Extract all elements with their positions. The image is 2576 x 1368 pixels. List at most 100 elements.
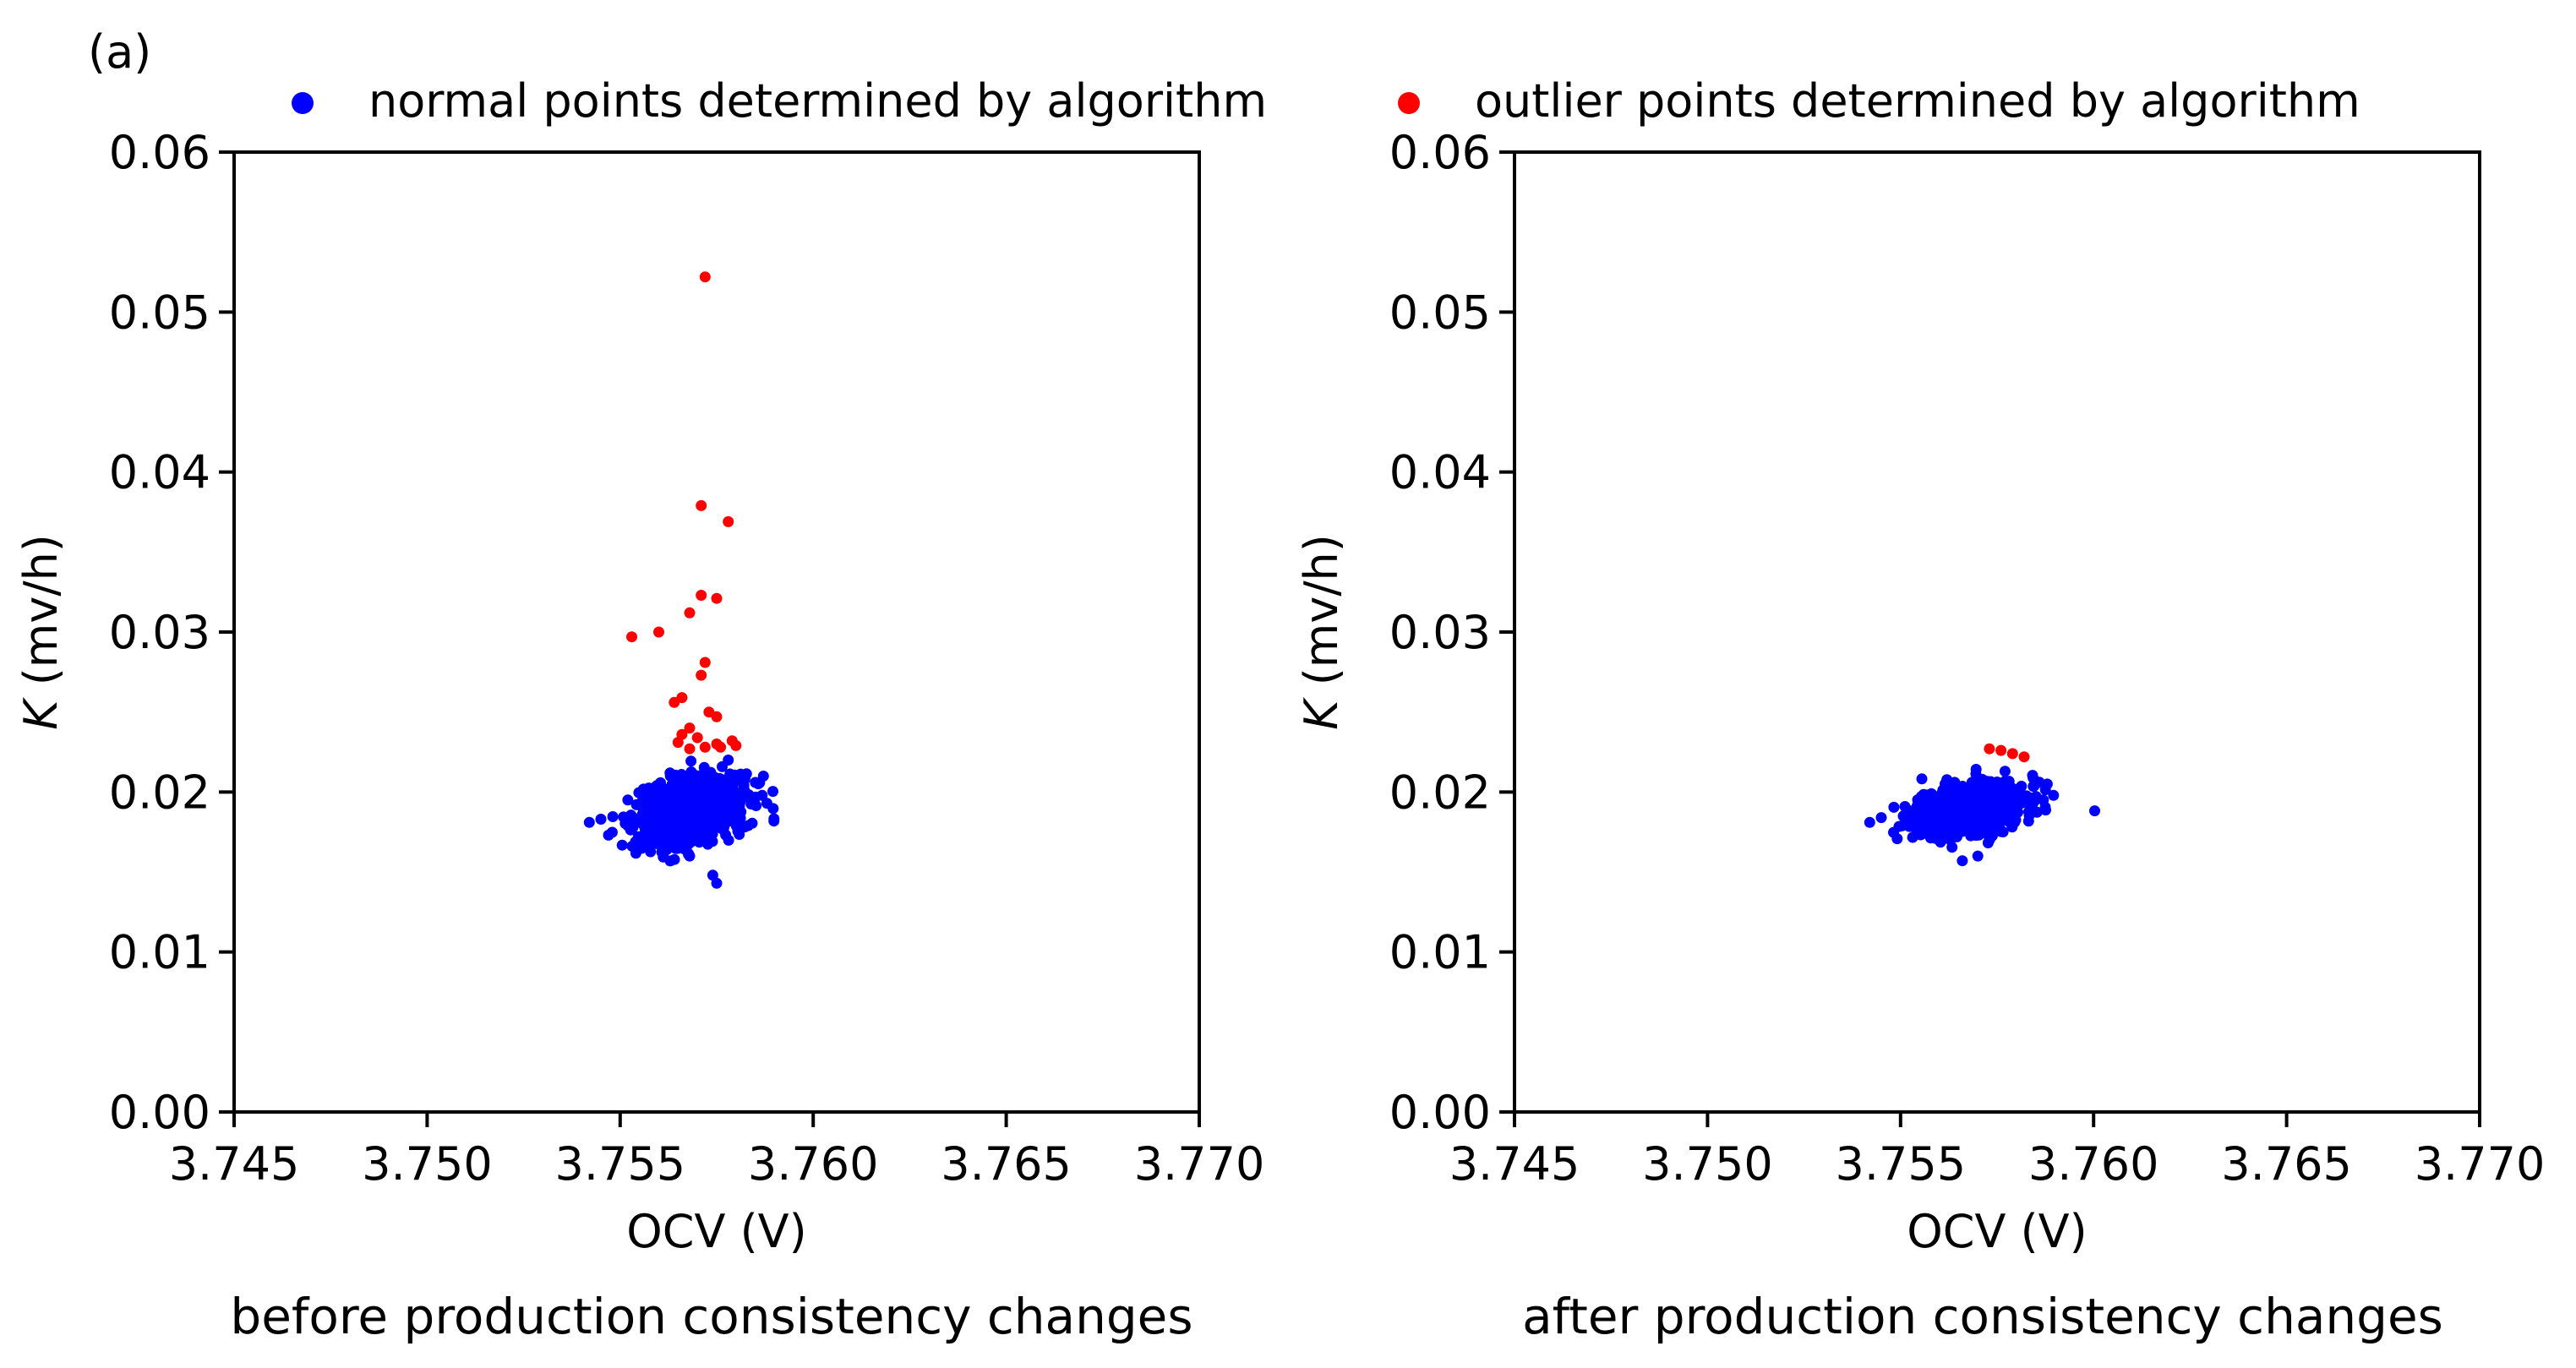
- normal-point: [1971, 815, 1983, 826]
- outlier-point: [1984, 743, 1995, 755]
- normal-point: [684, 850, 696, 862]
- normal-point: [1913, 795, 1924, 807]
- normal-point: [2022, 815, 2034, 827]
- normal-point: [655, 797, 667, 808]
- x-tick-label: 3.750: [1642, 1137, 1773, 1191]
- normal-point: [1982, 837, 1994, 848]
- normal-point: [768, 813, 780, 825]
- normal-point: [1957, 855, 1968, 867]
- normal-point: [743, 789, 755, 800]
- normal-point: [1988, 798, 2000, 809]
- normal-point: [632, 816, 644, 827]
- normal-point: [685, 766, 697, 777]
- normal-point: [1972, 850, 1984, 862]
- normal-point: [622, 794, 634, 806]
- x-tick-label: 3.770: [2415, 1137, 2546, 1191]
- normal-point: [2048, 789, 2060, 801]
- normal-point: [616, 839, 628, 851]
- normal-point: [1864, 816, 1875, 828]
- normal-point: [745, 798, 757, 809]
- normal-point: [669, 842, 681, 854]
- outlier-point: [696, 590, 707, 601]
- normal-point: [767, 786, 778, 798]
- legend-normal-label: normal points determined by algorithm: [368, 74, 1267, 128]
- caption-after: after production consistency changes: [1522, 1288, 2443, 1345]
- outlier-point: [2018, 751, 2030, 763]
- outlier-point: [1995, 744, 2007, 756]
- y-tick-label: 0.01: [109, 926, 210, 979]
- normal-point: [1970, 764, 1982, 775]
- normal-point: [583, 816, 595, 828]
- normal-point: [633, 787, 645, 798]
- normal-point: [750, 777, 761, 788]
- outlier-point: [723, 515, 734, 527]
- outlier-point: [696, 669, 707, 681]
- normal-point: [721, 798, 733, 809]
- normal-point: [734, 807, 746, 819]
- normal-point: [663, 787, 675, 798]
- normal-point: [1980, 807, 1992, 819]
- scatter-points-after: [1864, 743, 2100, 867]
- x-tick-label: 3.760: [748, 1137, 879, 1191]
- x-tick-label: 3.770: [1134, 1137, 1265, 1191]
- normal-point: [661, 844, 673, 856]
- outlier-point: [672, 737, 684, 749]
- normal-point: [2089, 805, 2100, 817]
- outlier-point: [684, 722, 696, 734]
- normal-point: [1935, 802, 1946, 814]
- normal-point: [688, 805, 700, 817]
- normal-point: [606, 826, 618, 838]
- legend-normal-marker: [292, 92, 314, 114]
- normal-point: [664, 799, 676, 811]
- y-tick-label: 0.03: [109, 606, 210, 659]
- normal-point: [673, 797, 685, 809]
- normal-point: [1965, 791, 1977, 803]
- normal-point: [2040, 804, 2051, 816]
- x-tick-label: 3.765: [941, 1137, 1072, 1191]
- y-tick-label: 0.05: [109, 286, 210, 339]
- plot-frame-after: [1513, 150, 2481, 1114]
- chart-panel-after: 3.745 3.750 3.755 3.760 3.765 3.770 0.00 0.01 0.…: [1295, 126, 2545, 1345]
- normal-point: [1875, 812, 1887, 824]
- normal-point: [739, 774, 750, 786]
- x-tick-label: 3.750: [362, 1137, 493, 1191]
- axis-ticks-after: 3.745 3.750 3.755 3.760 3.765 3.770 0.00 0.01 0.…: [1389, 126, 2546, 1191]
- y-tick-label: 0.02: [109, 766, 210, 819]
- normal-point: [1888, 801, 1900, 813]
- normal-point: [1924, 822, 1936, 834]
- normal-point: [607, 811, 619, 822]
- normal-point: [664, 770, 676, 782]
- outlier-point: [653, 626, 664, 638]
- normal-point: [1972, 798, 1984, 809]
- normal-point: [739, 821, 750, 833]
- outlier-point: [669, 696, 680, 708]
- outlier-point: [699, 271, 711, 283]
- plot-frame-before: [232, 150, 1201, 1114]
- x-tick-label: 3.745: [169, 1137, 300, 1191]
- normal-point: [1915, 821, 1927, 833]
- outlier-point: [2006, 748, 2018, 760]
- normal-point: [687, 825, 699, 837]
- y-tick-label: 0.04: [1389, 446, 1491, 499]
- normal-point: [695, 831, 707, 843]
- normal-point: [664, 855, 676, 867]
- outlier-point: [711, 711, 723, 722]
- normal-point: [1956, 826, 1967, 837]
- legend-outlier-marker: [1398, 92, 1420, 114]
- normal-point: [1931, 815, 1943, 826]
- normal-point: [642, 813, 654, 825]
- normal-point: [625, 809, 637, 821]
- normal-point: [1949, 783, 1960, 794]
- y-axis-label-before: K (mv/h): [14, 534, 68, 730]
- normal-point: [1945, 831, 1957, 843]
- normal-point: [1951, 794, 1962, 806]
- normal-point: [1888, 826, 1899, 838]
- normal-point: [1922, 790, 1934, 802]
- y-tick-label: 0.06: [1389, 126, 1491, 179]
- normal-point: [1899, 801, 1911, 812]
- y-axis-symbol-after: K: [1295, 697, 1348, 730]
- y-tick-label: 0.05: [1389, 286, 1491, 339]
- normal-point: [1999, 766, 2011, 777]
- outlier-point: [711, 592, 723, 604]
